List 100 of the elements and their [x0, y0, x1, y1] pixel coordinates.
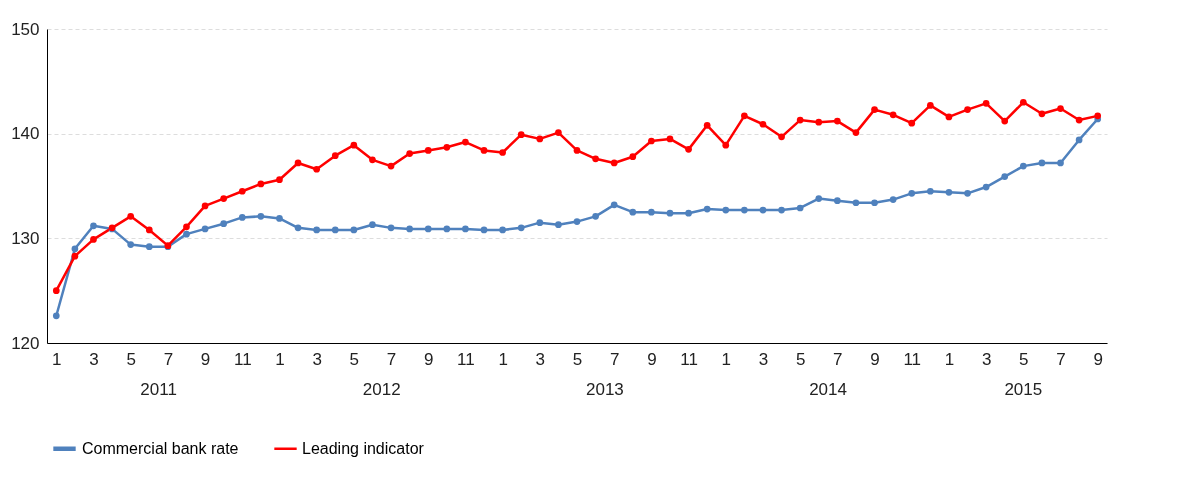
point	[964, 189, 971, 197]
text: 2012	[362, 380, 401, 399]
point	[350, 226, 358, 234]
legend-label: Commercial bank rate	[82, 439, 239, 457]
point	[648, 137, 655, 145]
x-tick-label: 11	[233, 349, 252, 369]
y-tick-label: 150	[11, 19, 40, 39]
point	[52, 312, 60, 320]
point	[183, 223, 190, 231]
point	[871, 106, 878, 113]
point	[71, 252, 79, 260]
point	[926, 102, 934, 109]
point	[350, 141, 358, 149]
point	[145, 243, 153, 251]
x-tick-label: 11	[680, 349, 698, 369]
point	[52, 287, 60, 295]
point	[424, 225, 432, 233]
point	[220, 220, 228, 228]
point	[1001, 173, 1009, 180]
x-tick-label: 1	[52, 349, 62, 369]
point	[722, 141, 730, 149]
point	[71, 245, 79, 253]
x-tick-label: 7	[609, 349, 620, 369]
point	[778, 206, 785, 214]
point	[945, 188, 953, 196]
point	[629, 208, 637, 216]
point	[666, 209, 674, 217]
point	[499, 226, 506, 234]
text: 2015	[1004, 380, 1043, 399]
point	[889, 196, 897, 203]
text: 2011	[140, 380, 177, 399]
y-tick-label: 120	[11, 333, 40, 353]
point	[238, 214, 246, 221]
x-tick-label: 1	[944, 349, 955, 369]
point	[741, 206, 748, 214]
point	[517, 131, 525, 139]
point	[1038, 159, 1046, 167]
y-tick-label: 140	[11, 124, 40, 144]
point	[741, 112, 748, 120]
point	[982, 99, 990, 107]
point	[555, 129, 562, 136]
point	[536, 135, 544, 143]
point	[610, 201, 618, 209]
point	[610, 159, 618, 167]
legend-label: Leading indicator	[302, 439, 425, 457]
point	[313, 165, 320, 173]
point	[406, 225, 413, 233]
point	[331, 226, 339, 234]
point	[1038, 110, 1046, 118]
point	[90, 222, 97, 230]
point	[294, 224, 302, 232]
point	[1075, 116, 1083, 124]
point	[871, 199, 878, 207]
point	[387, 162, 395, 170]
point	[815, 195, 823, 202]
x-tick-label: 5	[349, 349, 360, 369]
point	[499, 149, 506, 156]
point	[331, 152, 339, 159]
point	[369, 156, 376, 164]
point	[555, 221, 562, 229]
point	[257, 213, 265, 220]
x-tick-label: 7	[833, 349, 843, 369]
x-tick-label: 11	[903, 349, 922, 369]
point	[1057, 105, 1064, 112]
x-tick-label: 7	[1056, 349, 1066, 369]
point	[406, 150, 413, 157]
point	[648, 208, 655, 216]
point	[834, 197, 841, 204]
point	[201, 202, 209, 210]
point	[685, 209, 692, 217]
x-tick-label: 5	[572, 349, 583, 369]
x-tick-label: 9	[647, 349, 657, 369]
point	[573, 147, 581, 154]
point	[1019, 98, 1027, 106]
point	[443, 143, 451, 151]
text: 2014	[809, 380, 847, 399]
point	[852, 199, 860, 207]
point	[443, 225, 451, 233]
point	[945, 113, 953, 121]
point	[1001, 117, 1009, 125]
point	[276, 215, 283, 222]
x-tick-label: 9	[423, 349, 434, 369]
point	[703, 205, 711, 213]
point	[480, 226, 488, 234]
point	[629, 153, 637, 161]
y-tick-label: 130	[11, 228, 40, 248]
point	[908, 189, 916, 197]
point	[815, 118, 823, 126]
x-tick-label: 9	[870, 349, 880, 369]
point	[852, 129, 860, 136]
point	[982, 183, 990, 191]
x-tick-label: 5	[126, 349, 136, 369]
point	[1075, 136, 1083, 144]
point	[127, 213, 135, 220]
point	[462, 138, 469, 146]
point	[796, 116, 804, 124]
point	[369, 221, 376, 229]
point	[834, 117, 841, 125]
x-tick-label: 3	[981, 349, 992, 369]
x-tick-label: 3	[758, 349, 769, 369]
